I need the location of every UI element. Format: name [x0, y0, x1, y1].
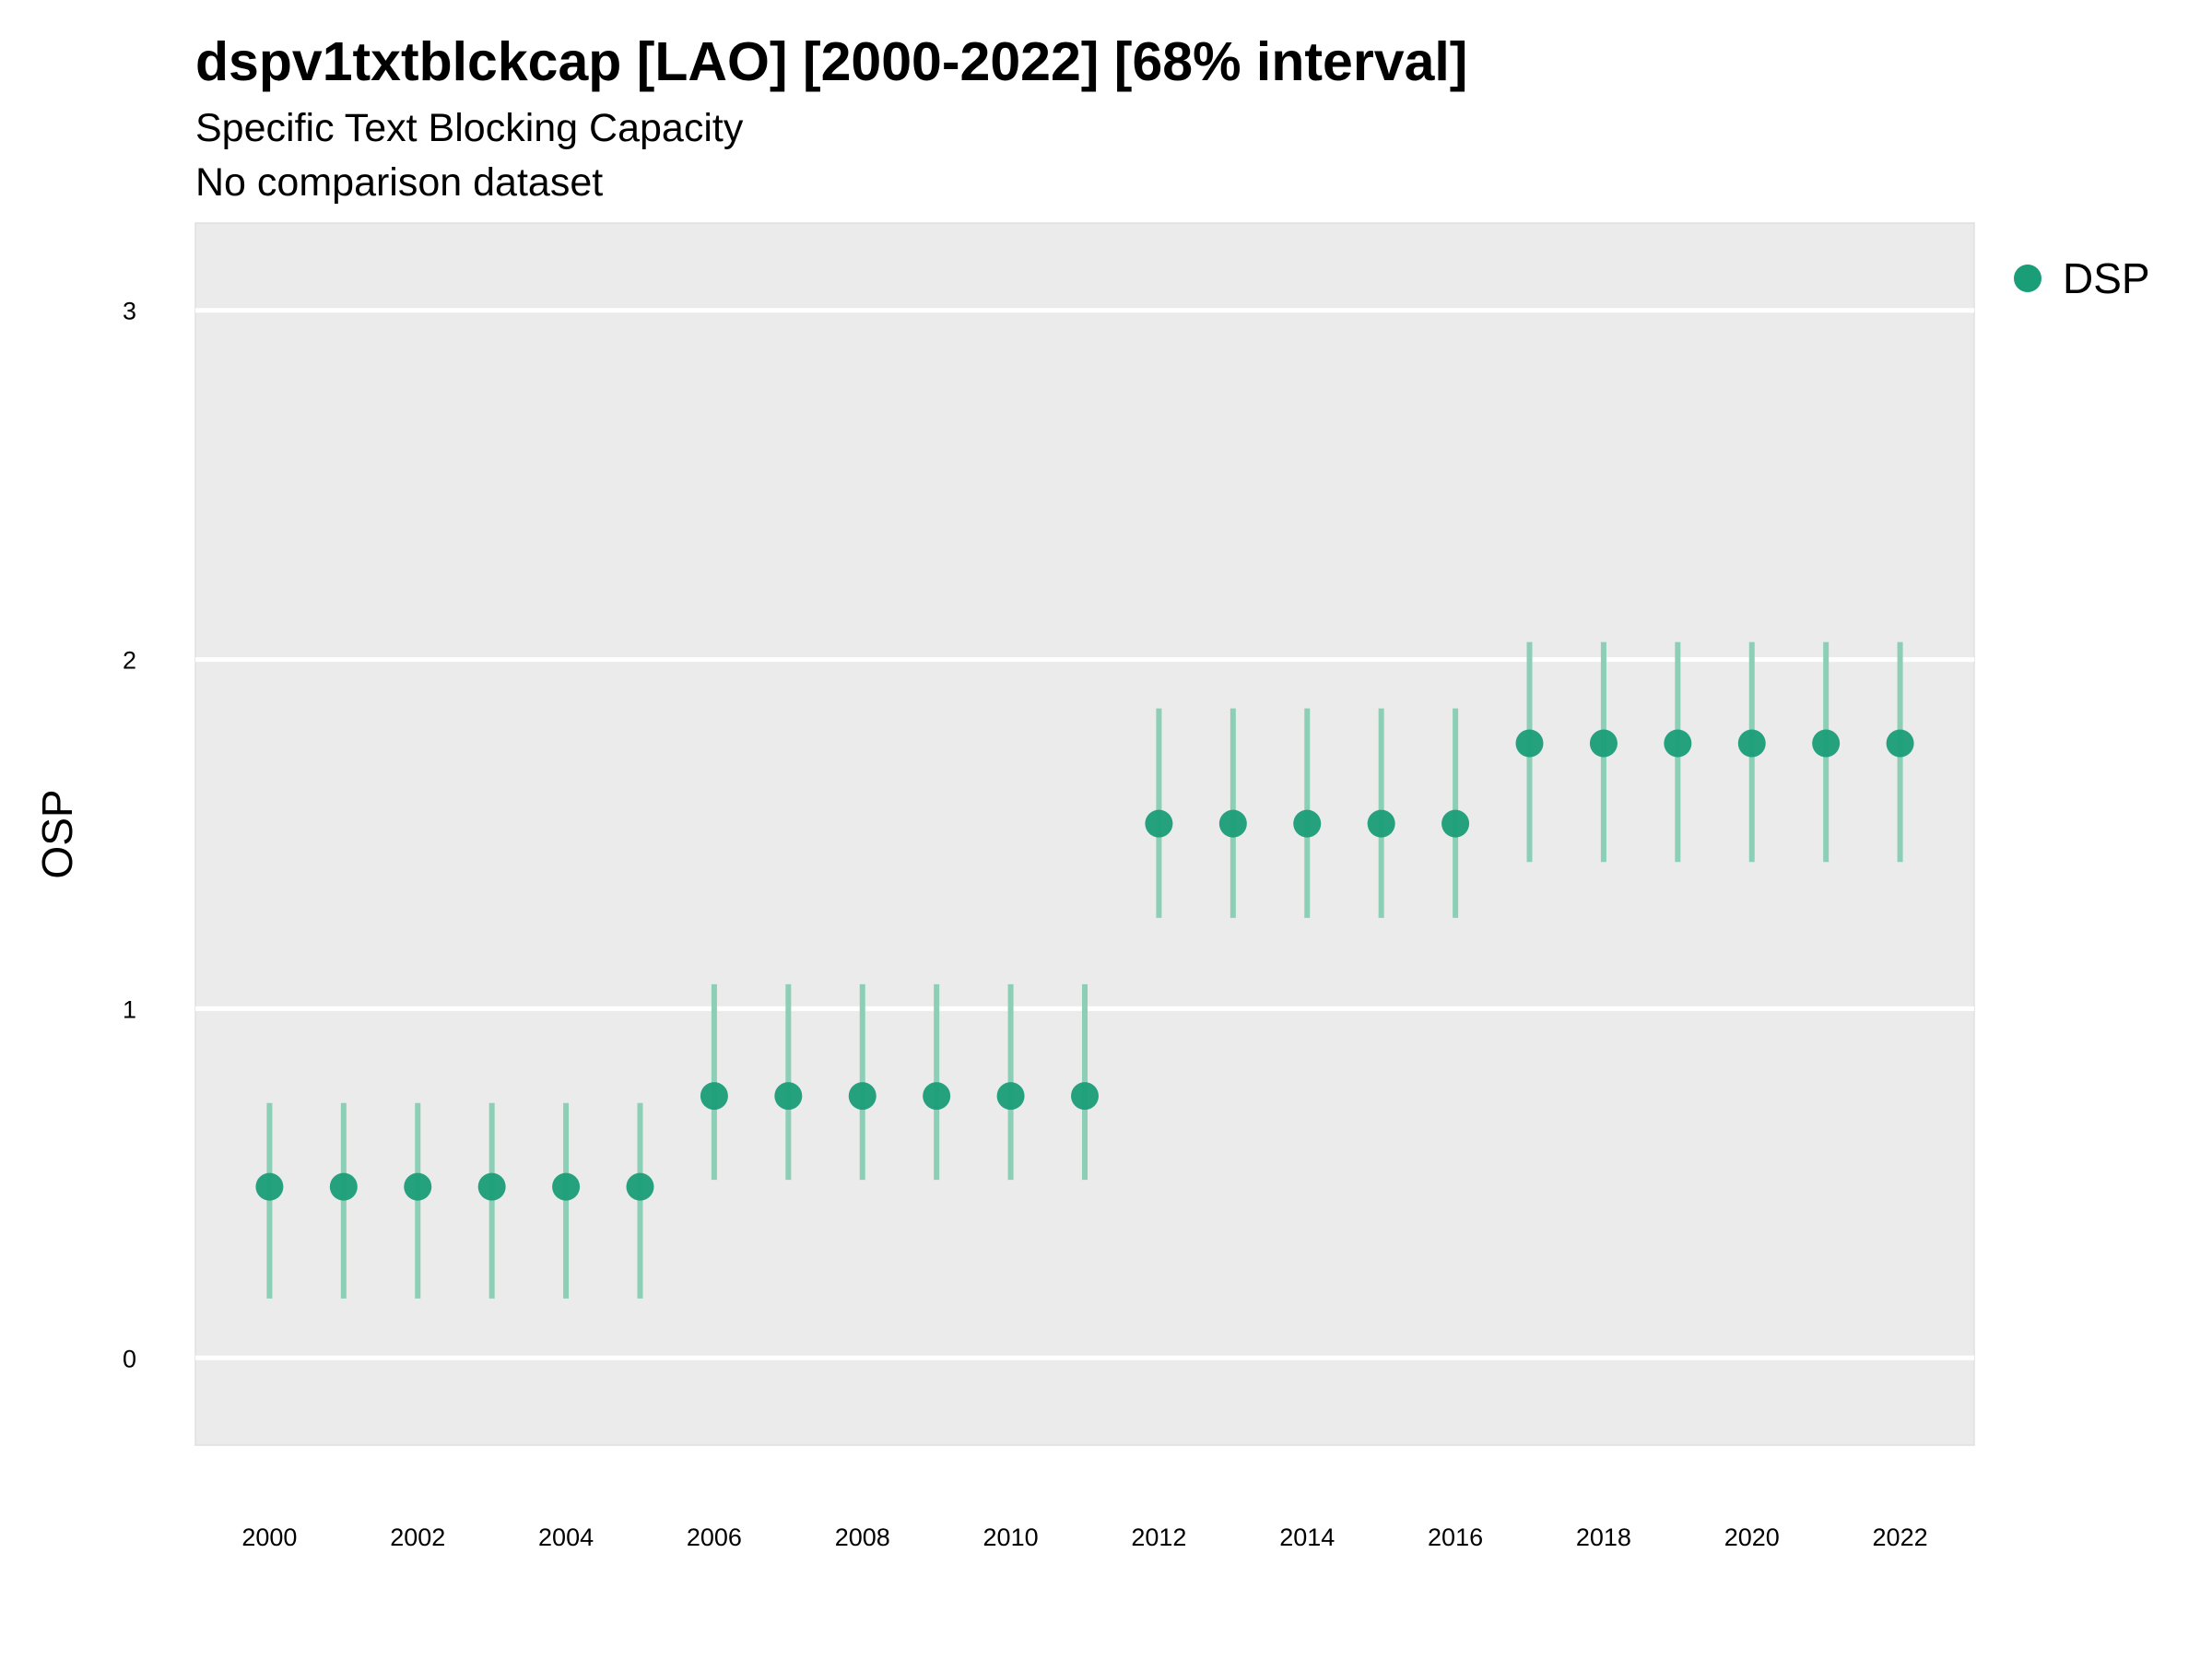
chart-caption: No comparison dataset [195, 160, 604, 205]
data-point [700, 1082, 728, 1111]
x-tick-label: 2020 [1724, 1524, 1780, 1551]
data-point [1737, 729, 1766, 758]
data-point [1293, 809, 1322, 838]
y-axis-label: OSP [33, 789, 81, 878]
legend-label-dsp: DSP [2063, 254, 2150, 302]
data-points [255, 729, 1914, 1201]
x-tick-label: 2010 [983, 1524, 1039, 1551]
data-point [774, 1082, 803, 1111]
data-point [1145, 809, 1173, 838]
x-tick-label: 2016 [1428, 1524, 1483, 1551]
x-tick-label: 2012 [1131, 1524, 1186, 1551]
x-axis-ticks: 2000 2002 2004 2006 2008 2010 2012 2014 2016 2018… [241, 1524, 1927, 1551]
x-tick-label: 2018 [1576, 1524, 1631, 1551]
x-tick-label: 2000 [241, 1524, 297, 1551]
x-tick-label: 2014 [1279, 1524, 1335, 1551]
data-point [626, 1172, 654, 1201]
x-tick-label: 2004 [538, 1524, 594, 1551]
data-point [1071, 1082, 1099, 1111]
legend-marker-dsp [2014, 265, 2041, 292]
data-point [1218, 809, 1247, 838]
y-tick-label: 3 [123, 298, 136, 325]
data-point [1515, 729, 1544, 758]
chart-title: dspv1txtblckcap [LAO] [2000-2022] [68% i… [195, 31, 1468, 92]
data-point [996, 1082, 1025, 1111]
y-tick-label: 2 [123, 647, 136, 675]
data-point [404, 1172, 432, 1201]
x-tick-label: 2008 [835, 1524, 890, 1551]
data-point [329, 1172, 358, 1201]
chart-subtitle: Specific Text Blocking Capacity [195, 106, 744, 150]
data-point [1812, 729, 1841, 758]
plot-panel [194, 222, 1975, 1446]
x-tick-label: 2006 [687, 1524, 742, 1551]
data-point [477, 1172, 506, 1201]
y-axis-ticks: 0 1 2 3 [123, 298, 136, 1373]
x-tick-label: 2002 [390, 1524, 445, 1551]
data-point [1589, 729, 1618, 758]
legend: DSP [2014, 254, 2150, 302]
data-point [1664, 729, 1692, 758]
data-point [1367, 809, 1395, 838]
y-tick-label: 1 [123, 995, 136, 1023]
data-point [552, 1172, 581, 1201]
data-point [1441, 809, 1470, 838]
data-point [1886, 729, 1914, 758]
data-point [255, 1172, 284, 1201]
x-tick-label: 2022 [1873, 1524, 1928, 1551]
y-tick-label: 0 [123, 1345, 136, 1372]
data-point [923, 1082, 951, 1111]
data-point [848, 1082, 877, 1111]
